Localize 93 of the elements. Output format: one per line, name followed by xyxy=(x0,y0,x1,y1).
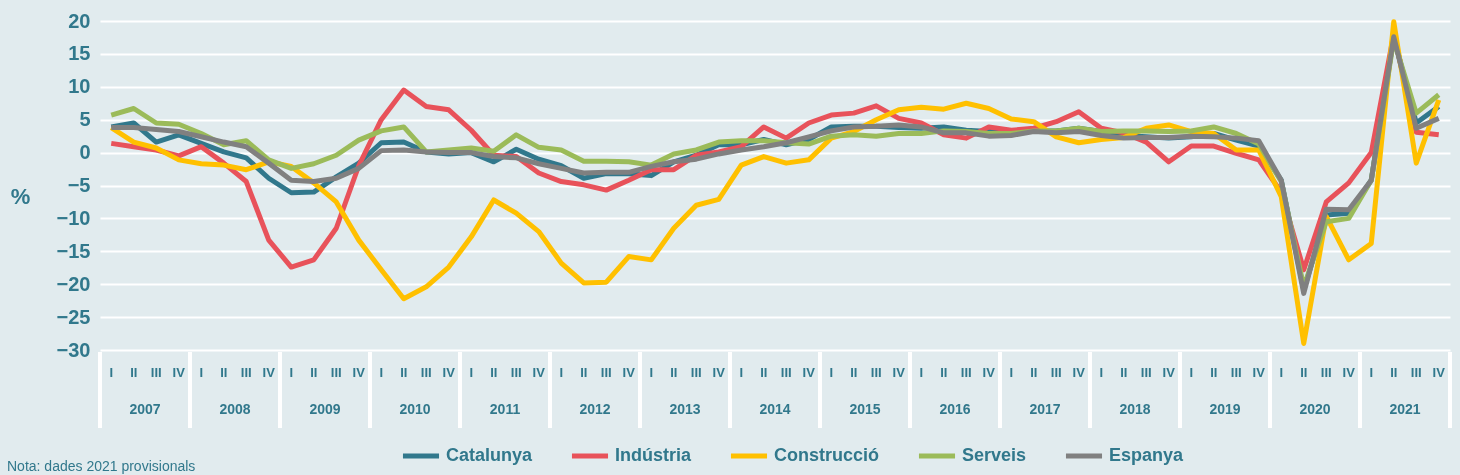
x-tick-label: III xyxy=(960,365,972,380)
x-tick-label: III xyxy=(330,365,342,380)
text: 2017 xyxy=(1029,401,1061,417)
x-tick-label: II xyxy=(400,365,408,380)
text: 2009 xyxy=(309,401,341,417)
text: 2014 xyxy=(759,401,791,417)
x-tick-label: II xyxy=(490,365,498,380)
x-tick-label: II xyxy=(1120,365,1128,380)
y-tick-label: −5 xyxy=(67,174,91,196)
x-tick-label: II xyxy=(130,365,138,380)
y-axis-title: % xyxy=(10,183,31,209)
text: 2010 xyxy=(399,401,431,417)
x-tick-label: III xyxy=(1320,365,1332,380)
legend-label: Catalunya xyxy=(446,445,534,465)
x-tick-label: I xyxy=(559,365,564,380)
x-tick-label: III xyxy=(420,365,432,380)
x-tick-label: II xyxy=(850,365,858,380)
text: Nota: dades 2021 provisionals xyxy=(7,458,196,474)
text: 2020 xyxy=(1299,401,1331,417)
y-tick-label: −25 xyxy=(56,305,91,328)
x-tick-label: I xyxy=(289,365,294,380)
x-tick-label: IV xyxy=(1162,365,1176,380)
x-tick-label: III xyxy=(1410,365,1422,380)
x-tick-label: I xyxy=(469,365,474,380)
text: 2008 xyxy=(219,401,251,417)
x-tick-label: I xyxy=(1369,365,1374,380)
x-tick-label: I xyxy=(1189,365,1194,380)
x-tick-label: I xyxy=(199,365,204,380)
y-tick-label: 15 xyxy=(68,42,91,65)
x-tick-label: III xyxy=(780,365,792,380)
x-tick-label: I xyxy=(1099,365,1104,380)
x-tick-label: I xyxy=(109,365,114,380)
x-tick-label: IV xyxy=(1432,365,1446,380)
x-tick-label: IV xyxy=(1252,365,1266,380)
x-tick-label: I xyxy=(919,365,924,380)
y-tick-label: 5 xyxy=(79,108,91,131)
x-tick-label: II xyxy=(1390,365,1398,380)
x-tick-label: IV xyxy=(622,365,636,380)
legend-label: Serveis xyxy=(962,445,1027,465)
text: 2011 xyxy=(489,401,521,417)
x-tick-label: III xyxy=(1140,365,1152,380)
y-tick-label: 10 xyxy=(68,75,91,98)
x-tick-label: IV xyxy=(172,365,186,380)
x-tick-label: III xyxy=(600,365,612,380)
y-tick-label: 0 xyxy=(79,141,91,164)
x-tick-label: III xyxy=(510,365,522,380)
legend-label: Espanya xyxy=(1109,445,1185,465)
x-tick-label: I xyxy=(829,365,834,380)
x-tick-label: IV xyxy=(442,365,456,380)
x-tick-label: I xyxy=(649,365,654,380)
x-tick-label: I xyxy=(1279,365,1284,380)
x-tick-label: IV xyxy=(892,365,906,380)
x-tick-label: III xyxy=(240,365,252,380)
text: 2021 xyxy=(1389,401,1421,417)
y-tick-label: 20 xyxy=(68,9,91,32)
x-tick-label: IV xyxy=(1342,365,1356,380)
text: 2012 xyxy=(579,401,611,417)
x-tick-label: I xyxy=(1009,365,1014,380)
x-tick-label: III xyxy=(150,365,162,380)
x-tick-label: IV xyxy=(532,365,546,380)
x-tick-label: I xyxy=(739,365,744,380)
x-tick-label: IV xyxy=(802,365,816,380)
x-tick-label: II xyxy=(220,365,228,380)
x-tick-label: IV xyxy=(712,365,726,380)
x-tick-label: IV xyxy=(262,365,276,380)
text: 2016 xyxy=(939,401,971,417)
x-tick-label: II xyxy=(1300,365,1308,380)
x-tick-label: II xyxy=(310,365,318,380)
x-tick-label: II xyxy=(580,365,588,380)
x-tick-label: II xyxy=(1210,365,1218,380)
legend-label: Construcció xyxy=(774,445,880,465)
text: 2015 xyxy=(849,401,881,417)
x-tick-label: IV xyxy=(1072,365,1086,380)
x-tick-label: I xyxy=(379,365,384,380)
y-tick-label: −20 xyxy=(56,272,91,295)
y-tick-label: −15 xyxy=(56,239,91,262)
x-tick-label: III xyxy=(1050,365,1062,380)
x-tick-label: II xyxy=(670,365,678,380)
text: 2019 xyxy=(1209,401,1241,417)
text: 2018 xyxy=(1119,401,1151,417)
legend-label: Indústria xyxy=(615,445,692,465)
text: 2007 xyxy=(129,401,161,417)
x-tick-label: III xyxy=(690,365,702,380)
text: 2013 xyxy=(669,401,701,417)
x-tick-label: II xyxy=(1030,365,1038,380)
x-tick-label: IV xyxy=(982,365,996,380)
x-tick-label: III xyxy=(1230,365,1242,380)
x-tick-label: II xyxy=(940,365,948,380)
y-tick-label: −30 xyxy=(56,338,91,361)
x-tick-label: III xyxy=(870,365,882,380)
y-tick-label: −10 xyxy=(56,206,91,229)
x-tick-label: IV xyxy=(352,365,366,380)
x-tick-label: II xyxy=(760,365,768,380)
